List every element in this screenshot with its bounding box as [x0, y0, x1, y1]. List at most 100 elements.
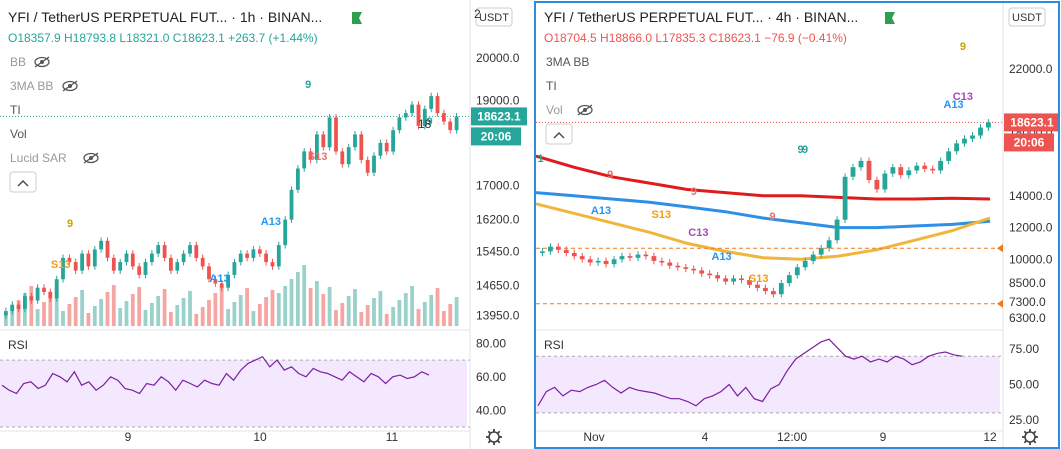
td-signal-marker: 9 — [67, 218, 73, 230]
volume-bar — [403, 293, 408, 326]
candle-body — [232, 262, 237, 275]
candle-body — [882, 173, 888, 190]
current-price-tag — [471, 107, 527, 126]
candle-body — [302, 151, 307, 169]
indicator-label[interactable]: Lucid SAR — [10, 151, 67, 165]
volume-bar — [10, 307, 15, 326]
candle-body — [946, 151, 951, 161]
candle-body — [874, 179, 880, 190]
moving-average-line — [535, 154, 991, 201]
candle-body — [723, 278, 728, 282]
settings-gear-icon[interactable] — [486, 429, 502, 445]
indicator-label[interactable]: 3MA BB — [546, 55, 589, 69]
candle-body — [416, 104, 421, 126]
gear-tooth — [496, 439, 501, 444]
price-tick-label: 22000.0 — [1009, 62, 1053, 76]
candle-body — [207, 266, 211, 280]
candle-body — [834, 219, 840, 241]
candle-body — [442, 113, 446, 122]
candle-body — [563, 249, 569, 253]
volume-bar — [346, 296, 351, 326]
candle-body — [111, 257, 116, 271]
candle-body — [251, 249, 256, 258]
candle-body — [906, 170, 912, 176]
candle-body — [257, 249, 262, 254]
eye-slash — [577, 104, 593, 116]
hidden-eye-icon[interactable] — [83, 152, 99, 164]
flag-icon[interactable] — [352, 12, 362, 24]
td-signal-marker: 9 — [802, 144, 808, 156]
candle-body — [270, 262, 275, 267]
candle-body — [866, 160, 872, 180]
current-price-text: 18623.1 — [1010, 115, 1054, 129]
eye-outline — [62, 80, 78, 92]
price-tick-label: 18 — [418, 117, 432, 131]
candle-body — [16, 304, 21, 309]
candle-body — [858, 160, 864, 168]
candle-body — [707, 273, 713, 276]
candle-body — [48, 291, 53, 299]
indicator-label[interactable]: TI — [10, 103, 21, 117]
td-signal-marker: S13 — [308, 151, 328, 163]
indicator-label[interactable]: 3MA BB — [10, 79, 53, 93]
candle-body — [175, 262, 180, 271]
indicator-label[interactable]: TI — [546, 79, 557, 93]
candle-body — [571, 253, 577, 257]
candle-body — [276, 245, 281, 267]
candle-body — [683, 267, 689, 269]
indicator-label[interactable]: Vol — [546, 103, 563, 117]
candle-body — [327, 117, 332, 148]
price-tick-label: 2 — [474, 7, 481, 21]
price-tick-label: 7300.0 — [1009, 295, 1046, 309]
gear-tooth — [1032, 430, 1037, 435]
candle-body — [699, 270, 705, 274]
hidden-eye-icon[interactable] — [34, 56, 50, 68]
currency-badge[interactable] — [1008, 7, 1046, 27]
flag-icon[interactable] — [885, 12, 895, 24]
collapse-indicators-button[interactable] — [9, 171, 37, 193]
volume-bar — [372, 298, 376, 326]
candle-body — [61, 257, 65, 280]
rsi-tick-label: 40.00 — [476, 403, 506, 417]
volume-bar — [4, 314, 8, 326]
volume-bar — [162, 289, 167, 326]
collapse-indicators-button[interactable] — [545, 123, 573, 145]
price-tick-label: 19000.0 — [476, 93, 520, 107]
candle-body — [890, 167, 896, 174]
candle-body — [353, 134, 357, 148]
candle-body — [747, 280, 752, 285]
volume-bar — [435, 288, 440, 326]
candle-body — [226, 274, 230, 288]
candle-body — [23, 296, 27, 309]
volume-bar — [365, 305, 370, 326]
settings-gear-icon[interactable] — [1022, 429, 1038, 445]
currency-badge[interactable] — [475, 7, 513, 27]
td-signal-marker: 9 — [797, 144, 803, 156]
volume-bar — [118, 308, 123, 326]
eye-slash — [34, 56, 50, 68]
hidden-eye-icon[interactable] — [62, 80, 78, 92]
candle-body — [611, 259, 617, 265]
candle-body — [130, 253, 135, 267]
volume-bar — [359, 312, 364, 326]
candle-body — [403, 113, 408, 118]
countdown-text: 20:06 — [1014, 135, 1045, 149]
td-signal-marker: A13 — [209, 273, 229, 285]
candle-body — [391, 130, 395, 152]
candle-body — [384, 142, 389, 152]
indicator-label[interactable]: BB — [10, 55, 26, 69]
candle-body — [802, 260, 808, 268]
candle-body — [80, 253, 84, 271]
indicator-label[interactable]: Vol — [10, 127, 27, 141]
gear-tooth — [496, 430, 501, 435]
candle-body — [826, 240, 832, 249]
gear-tooth — [487, 430, 492, 435]
hidden-eye-icon[interactable] — [577, 104, 593, 116]
candle-body — [200, 257, 205, 267]
eye-outline — [577, 104, 593, 116]
current-price-tag — [1004, 113, 1060, 132]
price-tick-label: 10000.0 — [1009, 252, 1053, 266]
candle-body — [321, 134, 326, 148]
volume-bar — [422, 302, 427, 326]
price-tick-label: 6300.0 — [1009, 311, 1046, 325]
